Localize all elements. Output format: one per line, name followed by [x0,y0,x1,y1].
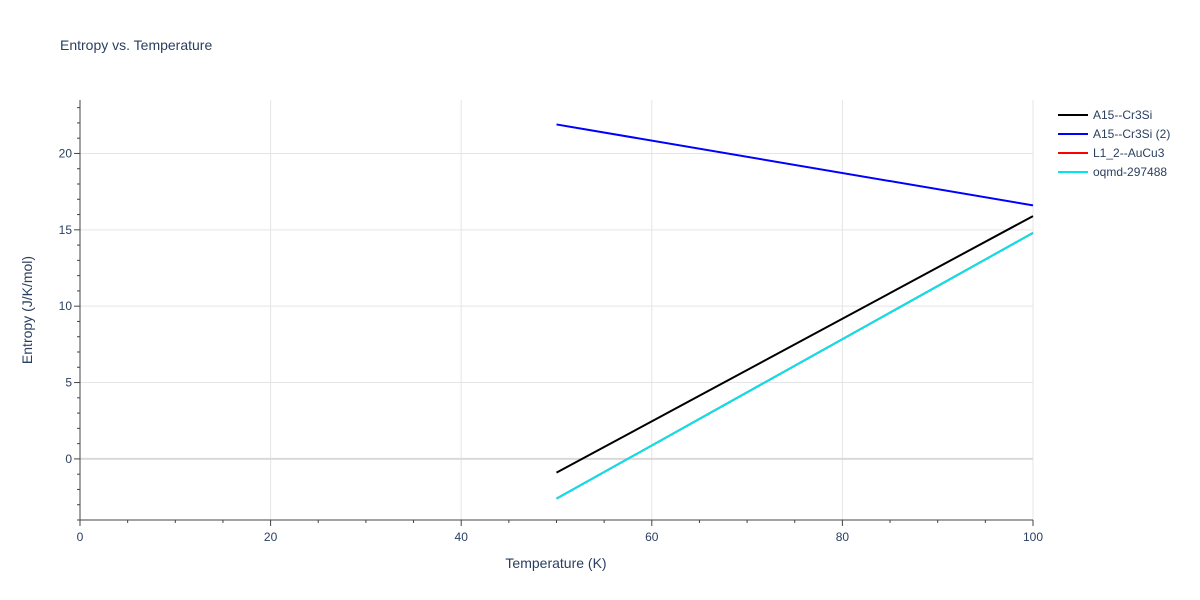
legend-label: A15--Cr3Si (2) [1093,127,1170,141]
legend-item[interactable]: A15--Cr3Si (2) [1058,127,1170,141]
y-tick-label: 20 [59,146,73,160]
y-tick-label: 15 [59,223,73,237]
x-tick-label: 80 [836,530,850,544]
x-tick-label: 40 [455,530,469,544]
axes: 0 20 40 60 80 100 0 5 10 15 20 [59,100,1043,544]
series-lines [556,123,1034,500]
legend-label: oqmd-297488 [1093,165,1167,179]
series-line [556,123,1034,207]
grid [80,100,1034,520]
x-tick-label: 20 [264,530,278,544]
x-tick-label: 100 [1023,530,1043,544]
legend[interactable]: A15--Cr3Si A15--Cr3Si (2) L1_2--AuCu3 oqmd-… [1058,108,1170,179]
legend-item[interactable]: L1_2--AuCu3 [1058,146,1165,160]
legend-label: A15--Cr3Si [1093,108,1152,122]
x-tick-label: 60 [645,530,659,544]
y-axis-title: Entropy (J/K/mol) [19,256,35,364]
legend-label: L1_2--AuCu3 [1093,146,1165,160]
series-line [556,231,1034,500]
y-tick-label: 0 [65,452,72,466]
legend-item[interactable]: oqmd-297488 [1058,165,1167,179]
y-tick-label: 5 [65,376,72,390]
x-axis-title: Temperature (K) [505,555,606,571]
y-tick-label: 10 [59,299,73,313]
chart-title: Entropy vs. Temperature [60,37,212,53]
legend-item[interactable]: A15--Cr3Si [1058,108,1152,122]
series-line [556,215,1034,474]
x-tick-label: 0 [77,530,84,544]
